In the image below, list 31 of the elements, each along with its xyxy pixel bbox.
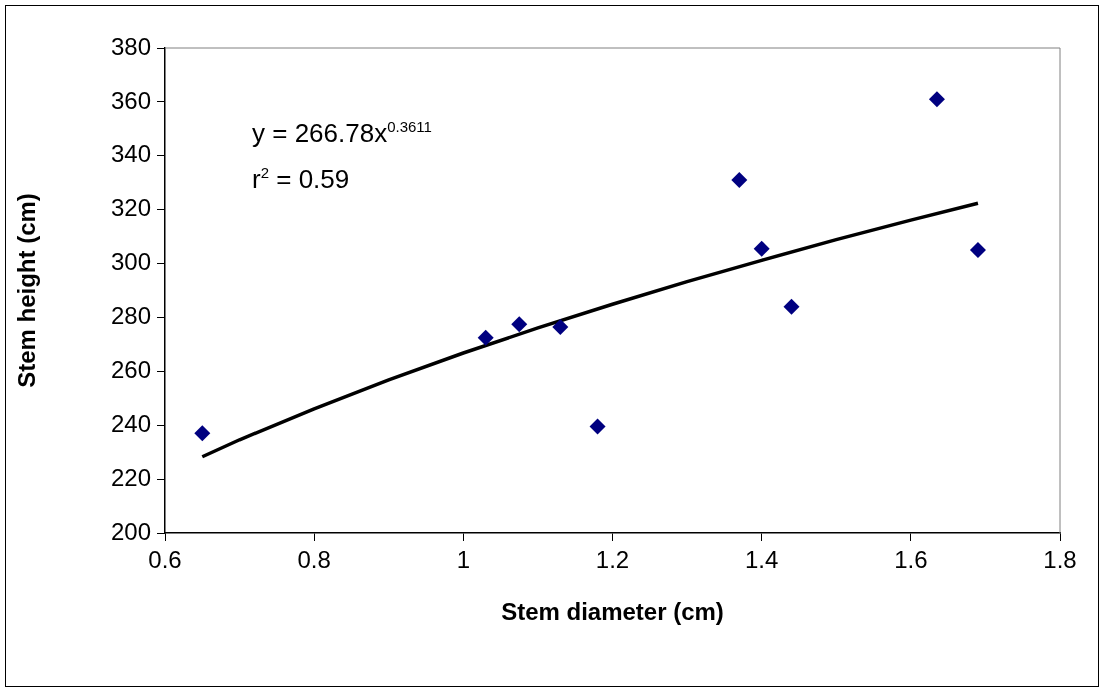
point — [753, 240, 770, 257]
x-tick-label: 1.8 — [1043, 546, 1077, 574]
point — [928, 91, 945, 108]
y-tick-label: 300 — [110, 248, 151, 276]
x-tick-label: 1 — [456, 546, 471, 574]
point — [969, 242, 986, 259]
y-tick-label: 360 — [110, 86, 151, 114]
point — [783, 298, 800, 315]
x-axis-title: Stem diameter (cm) — [501, 598, 724, 626]
y-tick-label: 320 — [110, 194, 151, 222]
y-tick-label: 380 — [110, 32, 151, 60]
y-tick-label: 200 — [110, 517, 151, 545]
x-tick-label: 0.6 — [148, 546, 182, 574]
y-tick-label: 240 — [110, 409, 151, 437]
x-tick-label: 1.2 — [595, 546, 630, 574]
point — [589, 418, 606, 435]
point — [477, 329, 494, 346]
y-tick-label: 260 — [110, 355, 151, 383]
x-tick-label: 1.4 — [744, 546, 779, 574]
point — [194, 425, 211, 442]
x-tick-label: 1.6 — [894, 546, 928, 574]
y-axis-title: Stem height (cm) — [13, 193, 41, 388]
point — [552, 318, 569, 335]
annotation: y = 266.78x$^{0.3611}$ — [252, 118, 432, 149]
y-tick-label: 340 — [110, 140, 151, 168]
point — [511, 316, 528, 333]
y-tick-label: 280 — [110, 302, 151, 330]
y-tick-label: 220 — [110, 463, 151, 491]
point — [731, 172, 748, 189]
annotation: r$^{2}$ = 0.59 — [252, 164, 350, 195]
x-tick-label: 0.8 — [297, 546, 331, 574]
